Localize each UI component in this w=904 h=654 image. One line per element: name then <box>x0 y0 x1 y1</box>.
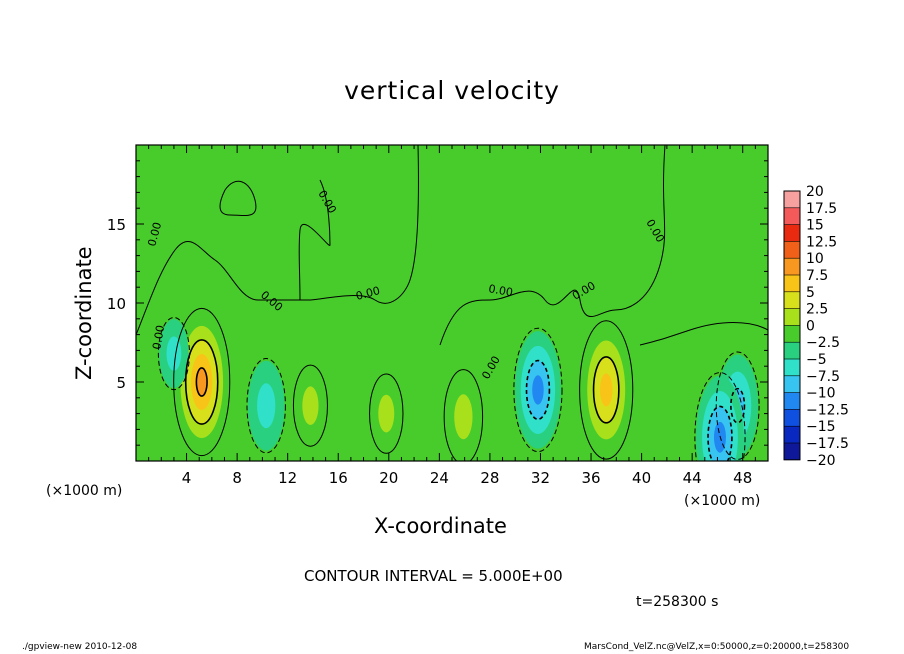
contour-7-1 <box>730 387 746 424</box>
contour-7-0 <box>715 351 760 460</box>
contour-label-1: 0.00 <box>354 284 381 303</box>
contour-5-0 <box>513 327 563 453</box>
colorbar-label: 12.5 <box>806 234 837 250</box>
field-level-2-1 <box>454 394 473 440</box>
colorbar-label: −7.5 <box>806 369 840 385</box>
chart-title: vertical velocity <box>344 76 560 105</box>
footer-file-info: MarsCond_VelZ.nc@VelZ,x=0:50000,z=0:2000… <box>584 642 850 652</box>
colorbar-label: 15 <box>806 218 824 234</box>
x-tick-label: 16 <box>329 469 348 487</box>
contour-0-1 <box>184 339 219 425</box>
colorbar-segment <box>784 308 800 326</box>
contour-label-5: 0.00 <box>487 282 513 299</box>
colorbar-label: 0 <box>806 318 815 334</box>
colorbar-segment <box>784 207 800 225</box>
colorbar-segment <box>784 275 800 292</box>
y-tick-label: 15 <box>107 216 126 234</box>
zero-contour-1 <box>298 179 331 301</box>
x-tick-label: 40 <box>632 469 651 487</box>
field-level-5-3 <box>532 375 544 405</box>
y-axis-label: Z-coordinate <box>72 246 96 380</box>
x-tick-label: 24 <box>430 469 449 487</box>
zero-contour-4 <box>219 180 257 217</box>
colorbar-label: −2.5 <box>806 335 840 351</box>
colorbar-label: −20 <box>806 453 836 469</box>
y-axis: 5 10 15 <box>107 160 768 446</box>
y-tick-label: 5 <box>116 374 126 392</box>
contour-1-0 <box>579 320 634 460</box>
x-tick-label: 44 <box>683 469 702 487</box>
colorbar-segment <box>784 241 800 259</box>
contour-3-0 <box>292 364 328 447</box>
colorbar-segment <box>784 258 800 275</box>
x-tick-label: 32 <box>531 469 550 487</box>
contour-lines <box>136 145 768 461</box>
contour-9-0 <box>157 316 190 391</box>
x-tick-label: 8 <box>232 469 242 487</box>
colorbar-segment <box>784 375 800 393</box>
colorbar-label: 7.5 <box>806 268 828 284</box>
field-level-3-1 <box>302 386 319 426</box>
contour-interval-text: CONTOUR INTERVAL = 5.000E+00 <box>304 567 563 585</box>
colorbar-segment <box>784 392 800 410</box>
colorbar-label: −10 <box>806 386 836 402</box>
colorbar-label: −12.5 <box>806 402 849 418</box>
x-tick-label: 4 <box>182 469 192 487</box>
time-label: t=258300 s <box>636 594 719 610</box>
x-tick-label: 12 <box>278 469 297 487</box>
footer-command: ./gpview-new 2010-12-08 <box>22 642 138 652</box>
colorbar-segment <box>784 291 800 309</box>
contour-8-0 <box>694 372 746 461</box>
contour-0-0 <box>173 307 231 457</box>
zero-contour-2 <box>439 145 666 346</box>
field-level-1-3 <box>599 373 613 407</box>
colorbar-segment <box>784 342 800 359</box>
contour-2-0 <box>443 369 484 461</box>
field-level-6-1 <box>257 383 276 429</box>
contour-1-1 <box>592 356 620 424</box>
contour-6-0 <box>246 358 286 454</box>
colorbar: 2017.51512.5107.552.50−2.5−5−7.5−10−12.5… <box>783 184 849 469</box>
x-tick-label: 36 <box>581 469 600 487</box>
colorbar-label: 17.5 <box>806 201 837 217</box>
x-tick-label: 20 <box>379 469 398 487</box>
contour-8-1 <box>707 405 733 461</box>
colorbar-segment <box>784 325 800 343</box>
field-level-0-4 <box>196 367 208 397</box>
colorbar-label: 10 <box>806 251 824 267</box>
y-tick-label: 10 <box>107 295 126 313</box>
colorbar-label: 2.5 <box>806 302 828 318</box>
x-unit-label-left: (×1000 m) <box>46 483 123 499</box>
colorbar-label: 20 <box>806 184 824 200</box>
contour-0-2 <box>195 367 208 397</box>
colorbar-label: −15 <box>806 419 836 435</box>
x-axis: 4 8 12 16 20 24 28 32 36 40 44 48 <box>148 145 756 487</box>
contour-label-0: 0.00 <box>150 324 167 350</box>
zero-contour-0 <box>136 145 419 336</box>
zero-contour-3 <box>639 322 768 346</box>
velocity-field <box>159 311 759 461</box>
contour-label-8: 0.00 <box>145 221 164 248</box>
colorbar-segment <box>784 443 800 460</box>
x-tick-label: 48 <box>733 469 752 487</box>
colorbar-segment <box>784 359 800 376</box>
x-axis-label: X-coordinate <box>374 514 507 538</box>
contour-5-1 <box>525 359 551 421</box>
colorbar-label: −5 <box>806 352 827 368</box>
x-tick-label: 28 <box>480 469 499 487</box>
field-level-4-1 <box>378 394 395 433</box>
x-unit-label-right: (×1000 m) <box>684 493 761 509</box>
colorbar-label: −17.5 <box>806 436 849 452</box>
colorbar-label: 5 <box>806 285 815 301</box>
colorbar-segment <box>784 409 800 427</box>
colorbar-segment <box>784 224 800 242</box>
colorbar-segment <box>784 426 800 443</box>
colorbar-segment <box>784 191 800 208</box>
contour-4-0 <box>369 373 404 454</box>
